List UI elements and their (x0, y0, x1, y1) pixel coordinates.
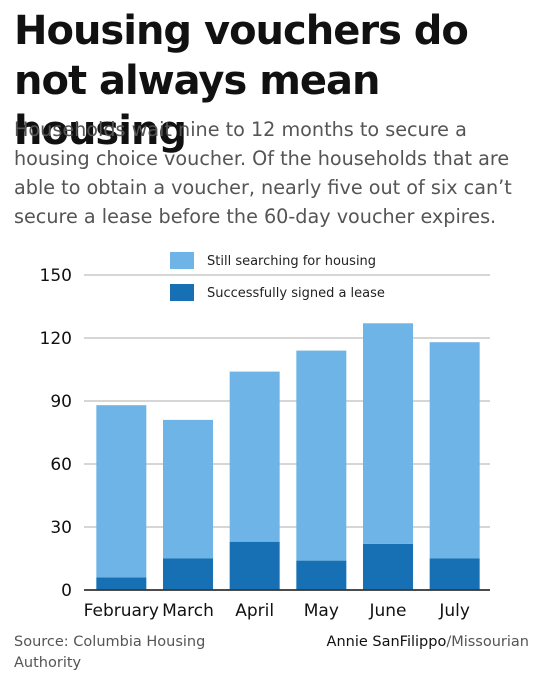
credit-line: Annie SanFilippo/Missourian (327, 632, 529, 653)
legend-label: Successfully signed a lease (207, 286, 385, 301)
x-tick-label: June (368, 601, 406, 621)
y-tick-label: 150 (40, 266, 72, 286)
y-tick-label: 60 (50, 455, 72, 475)
bar-segment (163, 419, 213, 559)
bar-segment (429, 342, 480, 559)
y-tick-label: 30 (50, 518, 72, 538)
x-tick-label: April (235, 601, 274, 621)
bar-segment (229, 371, 280, 542)
x-axis-ticks: February March April May June July (84, 601, 470, 621)
bar-segment (429, 558, 480, 590)
bars (84, 323, 490, 591)
bar-segment (296, 560, 347, 590)
bar-segment (363, 323, 413, 544)
credit-author: Annie SanFilippo (326, 634, 447, 650)
source-name: Columbia Housing Authority (14, 634, 206, 671)
legend-swatch (170, 284, 194, 301)
x-tick-label: May (304, 601, 339, 621)
legend-label: Still searching for housing (207, 254, 376, 269)
y-tick-label: 0 (61, 581, 72, 601)
legend-swatch (170, 252, 194, 269)
bar-segment (163, 558, 213, 590)
bar-segment (96, 405, 147, 578)
bar-segment (229, 541, 280, 590)
bar-segment (296, 350, 347, 561)
x-tick-label: February (84, 601, 159, 621)
source-label: Source: (14, 634, 69, 650)
bar-segment (96, 577, 147, 590)
y-axis-ticks: 0 30 60 90 120 150 (40, 266, 72, 601)
chart-title: Housing vouchers do not always mean hous… (14, 8, 469, 154)
stacked-bar-chart: 0 30 60 90 120 150 February March April May June J… (40, 252, 490, 621)
credit-outlet: /Missourian (446, 634, 529, 650)
source-note: Source: Columbia Housing Authority (14, 632, 244, 674)
chart-subtitle: Households wait nine to 12 months to sec… (14, 118, 512, 228)
x-tick-label: July (438, 601, 470, 621)
legend: Still searching for housing Successfully … (170, 252, 385, 301)
y-tick-label: 120 (40, 329, 72, 349)
bar-segment (363, 543, 413, 590)
x-tick-label: March (162, 601, 214, 621)
y-tick-label: 90 (50, 392, 72, 412)
